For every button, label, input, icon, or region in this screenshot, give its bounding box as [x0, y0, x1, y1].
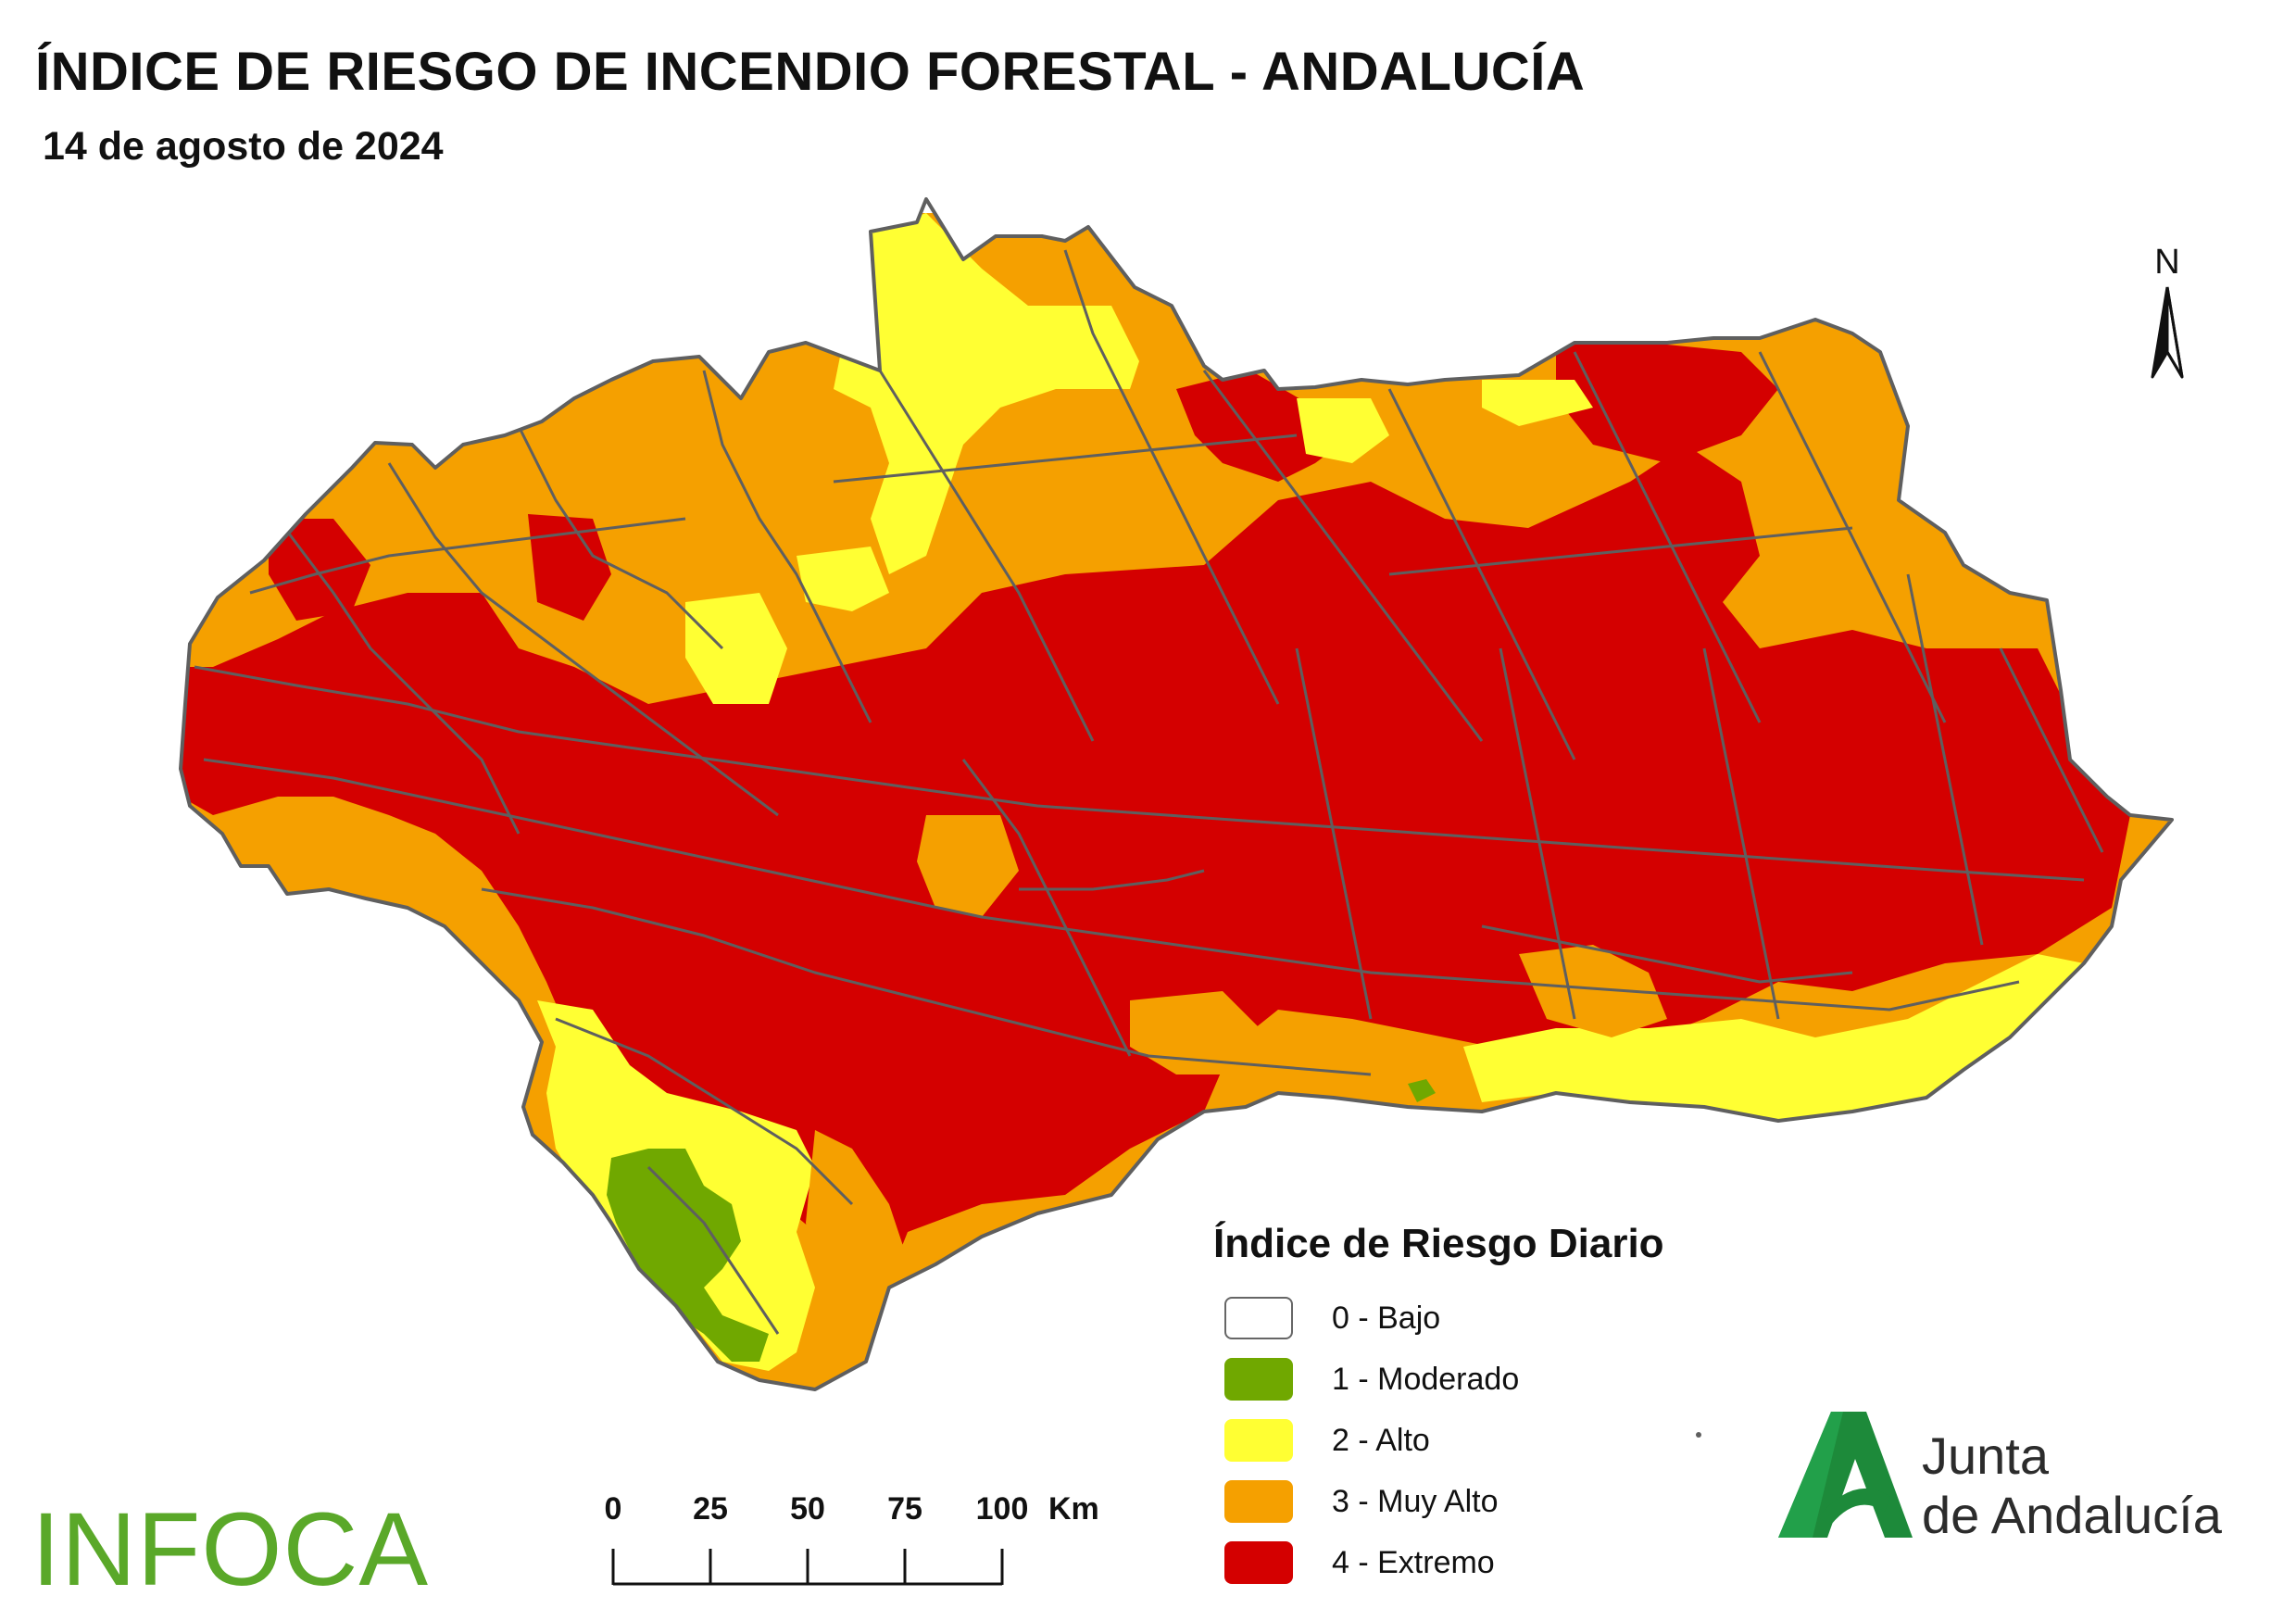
legend-label-moderado: 1 - Moderado: [1332, 1362, 1520, 1397]
zone-muy-alto-coast: [1130, 991, 1260, 1074]
zone-extremo-central: [181, 445, 2130, 1306]
scale-unit: Km: [1048, 1491, 1099, 1527]
scale-tick-75: 75: [887, 1491, 922, 1527]
region-outline: [179, 197, 2174, 1391]
zone-moderado-small: [1408, 1079, 1436, 1102]
map-title: ÍNDICE DE RIESGO DE INCENDIO FORESTAL - …: [35, 42, 1586, 102]
zone-muy-alto-south: [806, 1130, 908, 1334]
legend-label-alto: 2 - Alto: [1332, 1423, 1430, 1458]
zone-moderado: [607, 1149, 769, 1362]
north-arrow: N: [2130, 243, 2204, 391]
zone-alto-north3: [1482, 380, 1593, 426]
legend-title: Índice de Riesgo Diario: [1213, 1221, 1664, 1266]
stray-dot: [1696, 1432, 1701, 1438]
swatch-muy-alto: [1224, 1480, 1293, 1523]
zone-muy-alto-coast2: [1519, 945, 1667, 1037]
zone-extremo-northeast: [1556, 343, 1778, 463]
zone-alto-north2: [1297, 398, 1389, 463]
north-arrow-label: N: [2154, 243, 2180, 282]
legend-label-extremo: 4 - Extremo: [1332, 1545, 1495, 1580]
legend-item-alto: 2 - Alto: [1224, 1417, 1664, 1464]
risk-zones: [181, 213, 2172, 1389]
zone-alto-west: [685, 593, 787, 704]
zone-alto-west2: [797, 547, 889, 611]
legend-label-bajo: 0 - Bajo: [1332, 1301, 1441, 1336]
junta-emblem-icon: [1778, 1412, 1913, 1538]
north-arrow-icon: [2151, 286, 2184, 379]
zone-alto-southeast: [1463, 954, 2084, 1121]
infoca-logo: INFOCA: [31, 1491, 430, 1607]
zone-extremo-west2: [528, 514, 611, 621]
scale-tick-0: 0: [604, 1491, 622, 1527]
legend-item-extremo: 4 - Extremo: [1224, 1539, 1664, 1586]
zone-alto-north: [834, 213, 1139, 574]
scale-tick-50: 50: [790, 1491, 825, 1527]
junta-andalucia-logo: Junta de Andalucía: [1774, 1408, 2255, 1547]
scale-bar: 0 25 50 75 100 Km: [593, 1491, 1148, 1593]
junta-text: Junta de Andalucía: [1922, 1426, 2222, 1545]
legend-item-moderado: 1 - Moderado: [1224, 1356, 1664, 1402]
swatch-alto: [1224, 1419, 1293, 1462]
municipal-boundaries: [194, 249, 2104, 1335]
swatch-moderado: [1224, 1358, 1293, 1401]
legend-label-muy-alto: 3 - Muy Alto: [1332, 1484, 1499, 1519]
swatch-bajo: [1224, 1297, 1293, 1339]
zone-muy-alto-central: [917, 815, 1019, 917]
legend-item-bajo: 0 - Bajo: [1224, 1295, 1664, 1341]
map-date: 14 de agosto de 2024: [43, 124, 444, 169]
junta-line2: de Andalucía: [1922, 1486, 2222, 1544]
zone-extremo-west: [269, 519, 370, 621]
legend: Índice de Riesgo Diario 0 - Bajo 1 - Mod…: [1213, 1221, 1664, 1601]
swatch-extremo: [1224, 1541, 1293, 1584]
scale-tick-25: 25: [693, 1491, 728, 1527]
junta-line1: Junta: [1922, 1426, 2049, 1485]
scale-bar-graphic: [611, 1549, 1004, 1586]
scale-tick-100: 100: [975, 1491, 1029, 1527]
legend-item-muy-alto: 3 - Muy Alto: [1224, 1478, 1664, 1525]
